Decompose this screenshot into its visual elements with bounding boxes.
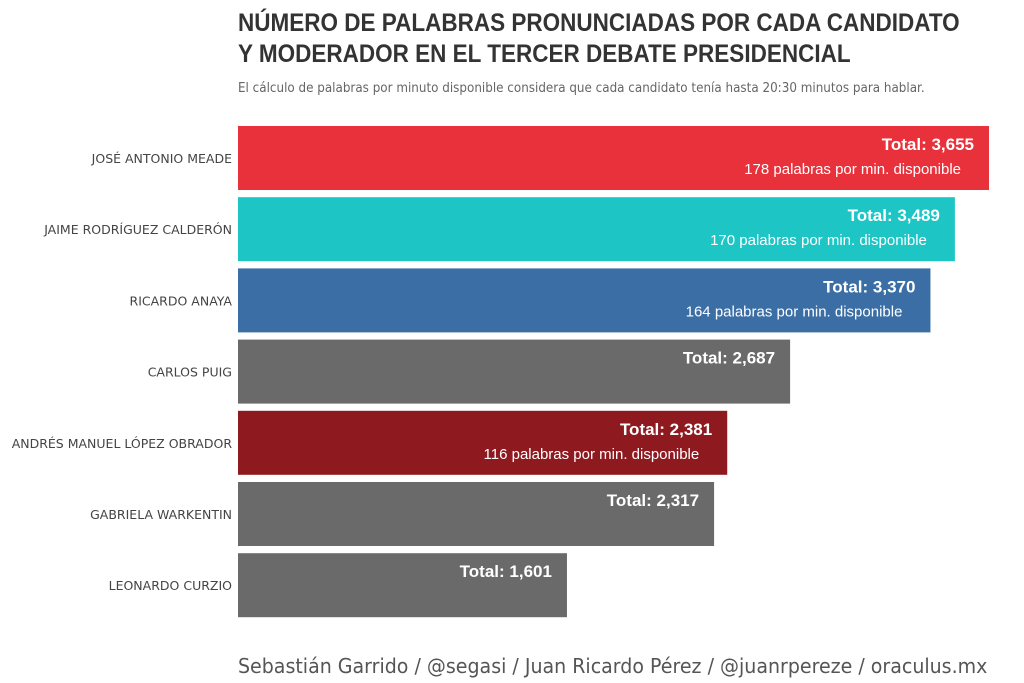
total-label: Total: 3,655 xyxy=(882,135,974,154)
category-label: ANDRÉS MANUEL LÓPEZ OBRADOR xyxy=(12,436,233,451)
category-label: GABRIELA WARKENTIN xyxy=(90,507,232,522)
total-label: Total: 1,601 xyxy=(460,562,552,581)
rate-label: 164 palabras por min. disponible xyxy=(686,303,903,320)
category-label: RICARDO ANAYA xyxy=(130,293,233,308)
total-label: Total: 2,317 xyxy=(607,491,699,510)
category-label: LEONARDO CURZIO xyxy=(109,578,233,593)
bar xyxy=(238,339,791,404)
total-label: Total: 2,381 xyxy=(620,420,712,439)
credit-line: Sebastián Garrido / @segasi / Juan Ricar… xyxy=(238,654,988,678)
bar xyxy=(238,482,715,546)
total-label: Total: 2,687 xyxy=(683,349,775,368)
bar xyxy=(238,126,989,190)
chart-title-line-2: Y MODERADOR EN EL TERCER DEBATE PRESIDEN… xyxy=(238,40,851,68)
category-label: JAIME RODRÍGUEZ CALDERÓN xyxy=(43,222,232,237)
bar xyxy=(238,268,931,333)
chart-title-line-1: NÚMERO DE PALABRAS PRONUNCIADAS POR CADA… xyxy=(238,9,960,37)
rate-label: 178 palabras por min. disponible xyxy=(744,161,961,178)
bar xyxy=(238,410,728,475)
category-label: CARLOS PUIG xyxy=(148,365,232,380)
total-label: Total: 3,370 xyxy=(823,277,915,296)
chart-title: NÚMERO DE PALABRAS PRONUNCIADAS POR CADA… xyxy=(238,8,960,70)
rate-label: 116 palabras por min. disponible xyxy=(484,446,700,463)
category-label: JOSÉ ANTONIO MEADE xyxy=(91,151,232,166)
rate-label: 170 palabras por min. disponible xyxy=(710,232,927,249)
chart-subtitle: El cálculo de palabras por minuto dispon… xyxy=(238,81,925,96)
total-label: Total: 3,489 xyxy=(848,206,940,225)
bar xyxy=(238,553,567,618)
bar xyxy=(238,197,955,262)
